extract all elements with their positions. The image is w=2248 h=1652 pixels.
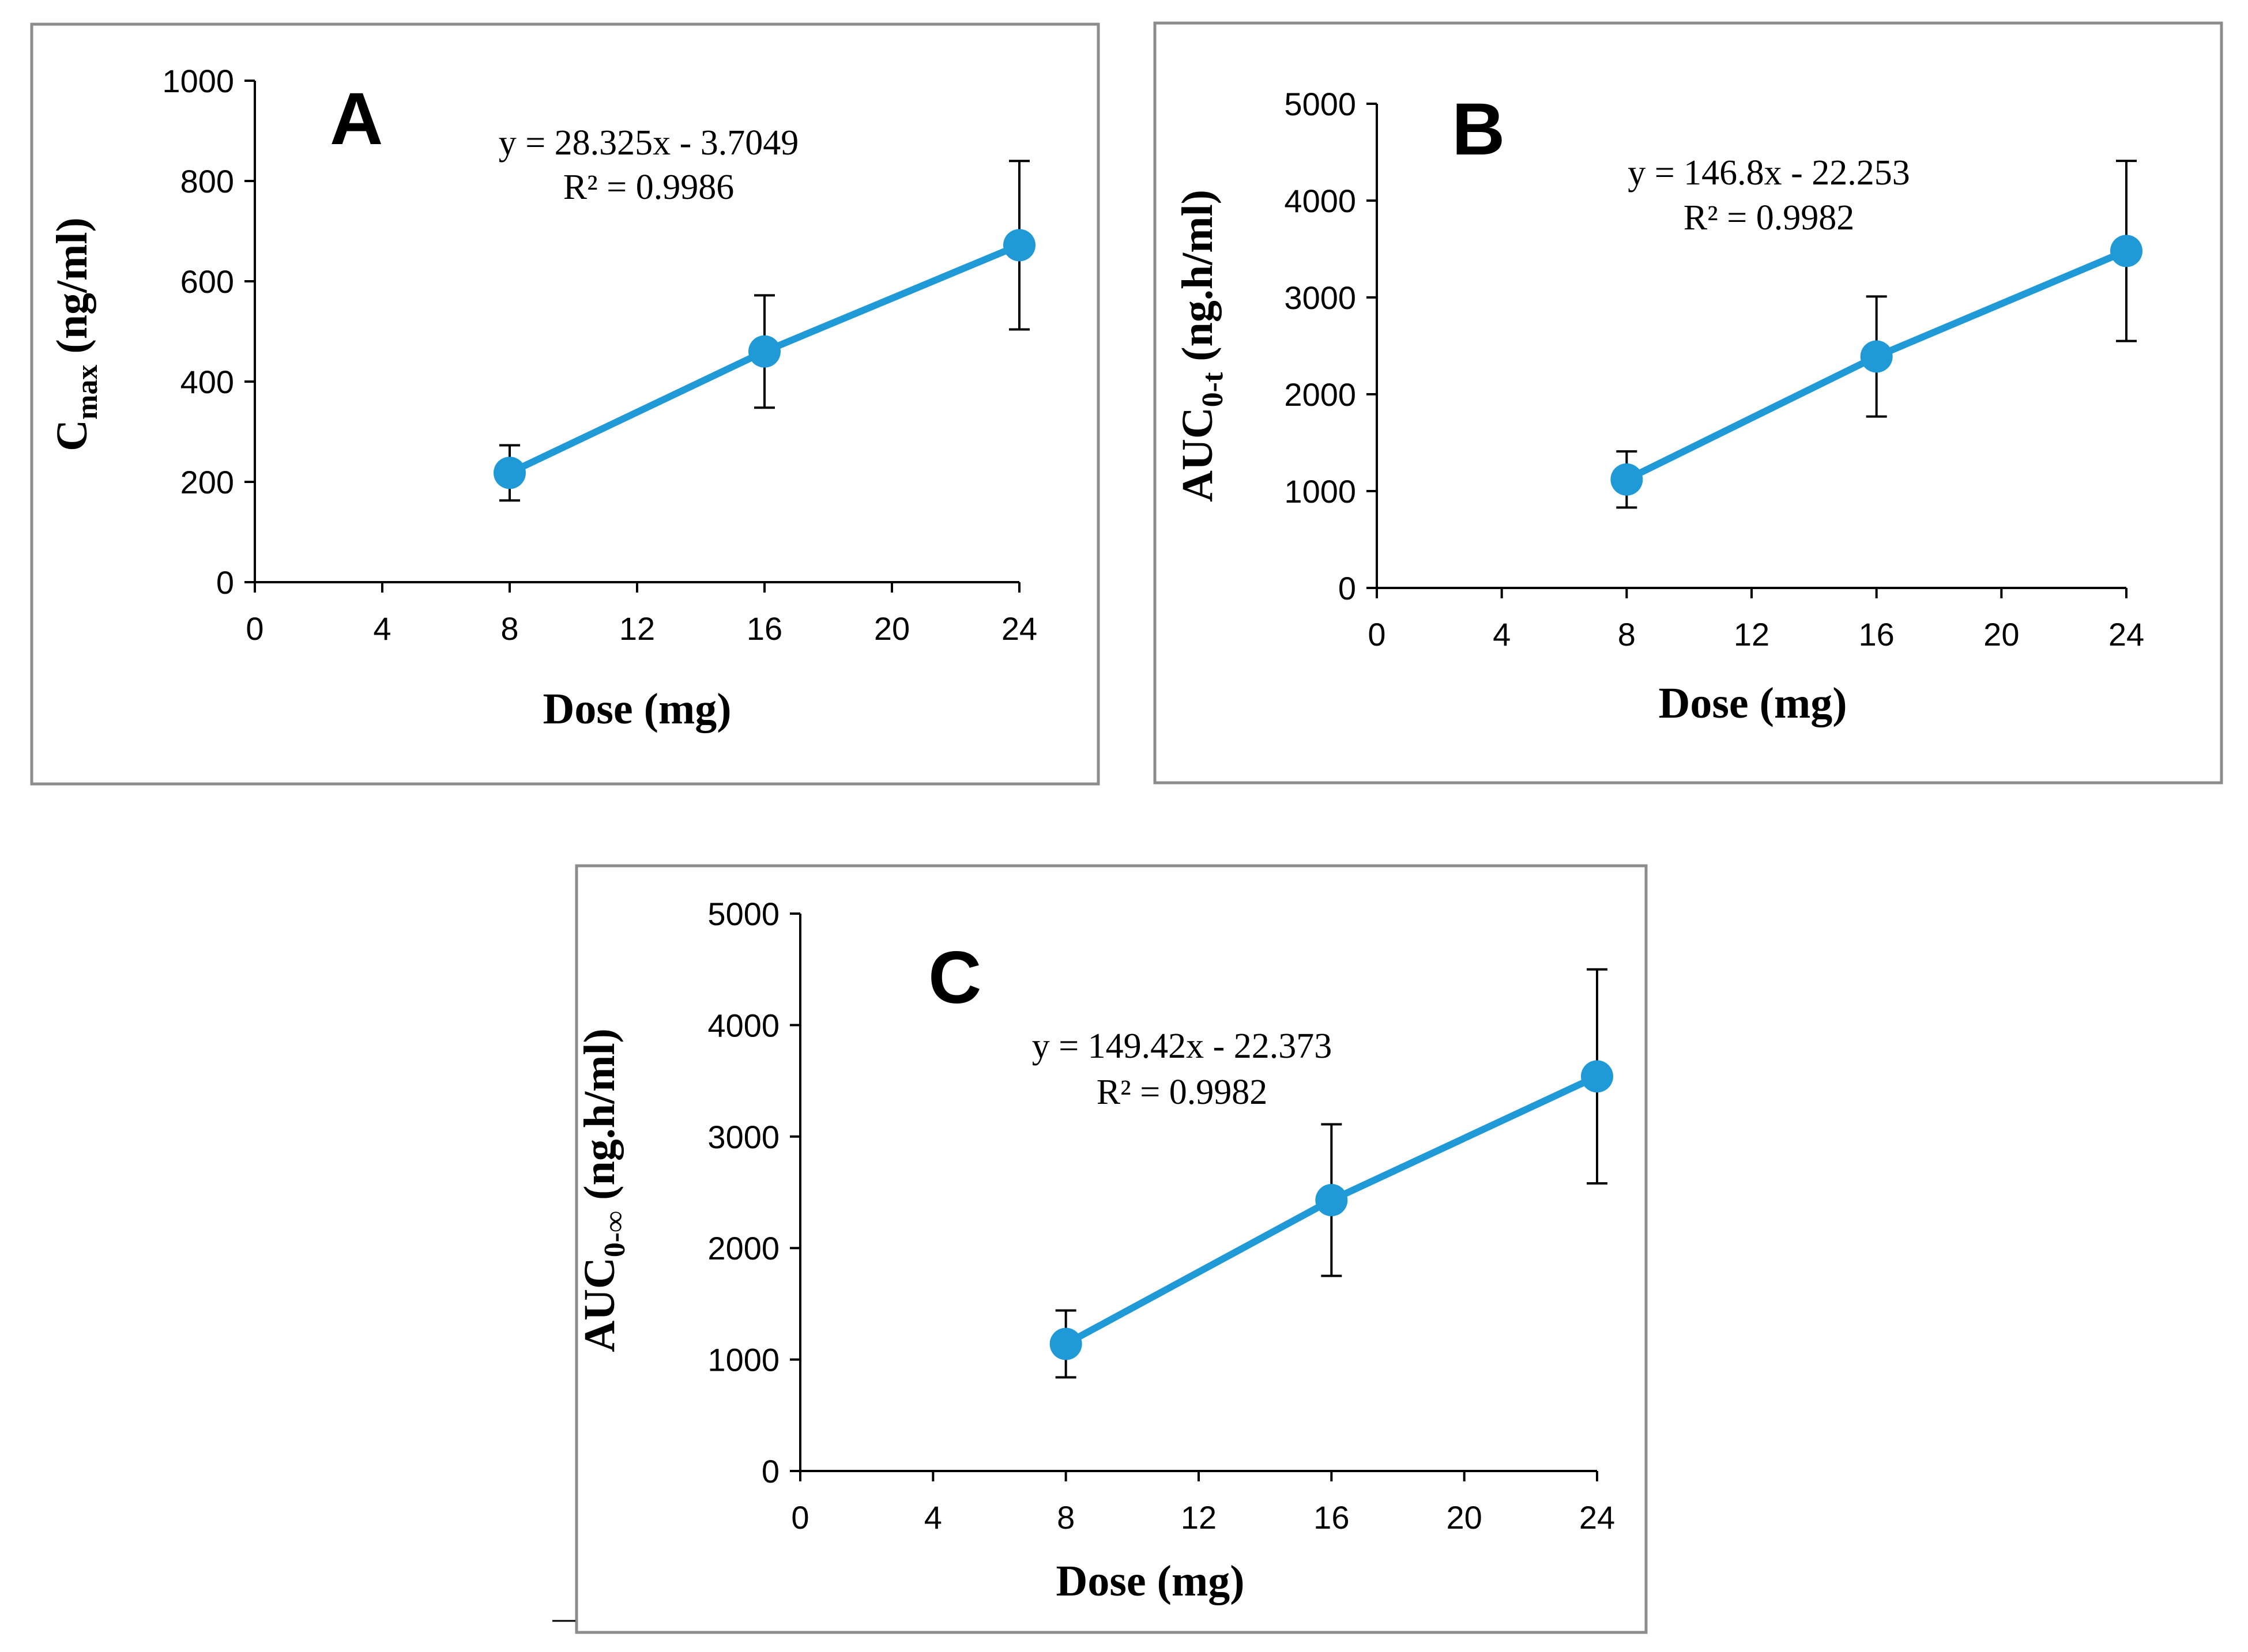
- panel-letter: A: [330, 78, 383, 160]
- y-axis-title: Cmax (ng/ml): [48, 217, 104, 451]
- trendline-r-squared: R² = 0.9982: [1684, 198, 1854, 237]
- x-tick-label: 0: [791, 1499, 809, 1536]
- data-point: [1003, 229, 1035, 262]
- y-axis-title-main: AUC: [1173, 407, 1222, 502]
- panel-letter: B: [1452, 88, 1505, 171]
- y-tick-label: 600: [180, 263, 234, 300]
- y-tick-label: 800: [180, 163, 234, 199]
- x-tick-label: 16: [1859, 616, 1895, 652]
- x-tick-label: 12: [619, 610, 655, 647]
- trendline-r-squared: R² = 0.9982: [1097, 1073, 1267, 1112]
- x-axis-title: Dose (mg): [1056, 1557, 1244, 1605]
- x-tick-label: 24: [2108, 616, 2144, 652]
- data-point: [1860, 340, 1893, 373]
- x-tick-label: 4: [1493, 616, 1511, 652]
- data-point: [1315, 1184, 1348, 1217]
- x-tick-label: 8: [500, 610, 518, 647]
- x-axis-title: Dose (mg): [1658, 679, 1847, 727]
- y-tick-label: 2000: [1284, 376, 1356, 413]
- y-axis-title: AUC0-t (ng.h/ml): [1173, 190, 1229, 502]
- data-point: [1049, 1327, 1082, 1360]
- data-point: [1581, 1060, 1613, 1093]
- y-tick-label: 3000: [707, 1119, 780, 1155]
- y-tick-label: 1000: [707, 1342, 780, 1378]
- x-axis-title: Dose (mg): [543, 685, 731, 733]
- panel-frame: [30, 22, 1100, 786]
- x-tick-label: 20: [1447, 1499, 1482, 1536]
- panel-b: 0 1000 2000 3000 4000 5000 0 4 8 12 16 20 24 By = 146…: [1153, 21, 2223, 784]
- y-tick-label: 2000: [707, 1230, 780, 1266]
- x-tick-label: 8: [1618, 616, 1636, 652]
- data-point: [2110, 235, 2142, 267]
- x-tick-label: 4: [373, 610, 391, 647]
- y-axis-title: AUC0-∞ (ng.h/ml): [575, 1028, 631, 1352]
- x-tick-label: 16: [747, 610, 782, 647]
- y-axis-title-unit: (ng.h/ml): [575, 1028, 624, 1211]
- x-tick-label: 0: [1368, 616, 1385, 652]
- trendline-r-squared: R² = 0.9986: [563, 168, 734, 207]
- y-tick-label: 4000: [1284, 183, 1356, 219]
- x-tick-label: 20: [1983, 616, 2019, 652]
- y-tick-label: 200: [180, 464, 234, 500]
- trendline-equation: y = 146.8x - 22.253: [1628, 153, 1910, 193]
- y-axis-title-main: AUC: [575, 1257, 624, 1352]
- y-tick-label: 0: [216, 564, 234, 601]
- y-tick-label: 5000: [1284, 86, 1356, 122]
- y-axis-title-unit: (ng/ml): [48, 217, 96, 364]
- y-axis-title-subscript: max: [71, 365, 104, 420]
- y-tick-label: 1000: [162, 63, 234, 99]
- y-tick-label: 400: [180, 364, 234, 400]
- panel-c: 0 1000 2000 3000 4000 5000 0 4 8 12 16 20 24 Cy = 149…: [575, 864, 1648, 1634]
- y-tick-label: 0: [762, 1453, 780, 1489]
- y-axis-title-subscript: 0-t: [1196, 372, 1229, 407]
- trendline-equation: y = 28.325x - 3.7049: [499, 123, 799, 163]
- x-tick-label: 4: [924, 1499, 942, 1536]
- y-tick-label: 1000: [1284, 473, 1356, 510]
- x-tick-label: 8: [1057, 1499, 1075, 1536]
- trendline-equation: y = 149.42x - 22.373: [1032, 1027, 1332, 1066]
- y-tick-label: 3000: [1284, 280, 1356, 316]
- panel-frame: [575, 864, 1648, 1634]
- x-tick-label: 24: [1001, 610, 1037, 647]
- data-point: [748, 335, 781, 368]
- x-tick-label: 16: [1313, 1499, 1349, 1536]
- y-axis-title-subscript: 0-∞: [598, 1211, 631, 1257]
- y-tick-label: 0: [1338, 570, 1356, 606]
- x-tick-label: 12: [1734, 616, 1769, 652]
- x-tick-label: 20: [874, 610, 910, 647]
- panel-frame: [1153, 21, 2223, 784]
- x-tick-label: 12: [1181, 1499, 1217, 1536]
- x-tick-label: 0: [246, 610, 263, 647]
- y-axis-title-main: C: [48, 420, 96, 451]
- x-tick-label: 24: [1579, 1499, 1615, 1536]
- panel-a: 0 200 400 600 800 1000 0 4 8 12 16 20 24 A y = 28.325x…: [30, 22, 1100, 786]
- panel-letter: C: [928, 937, 981, 1019]
- data-point: [494, 457, 526, 489]
- y-tick-label: 4000: [707, 1007, 780, 1043]
- y-axis-title-unit: (ng.h/ml): [1173, 190, 1222, 372]
- data-point: [1610, 463, 1643, 496]
- y-tick-label: 5000: [707, 896, 780, 932]
